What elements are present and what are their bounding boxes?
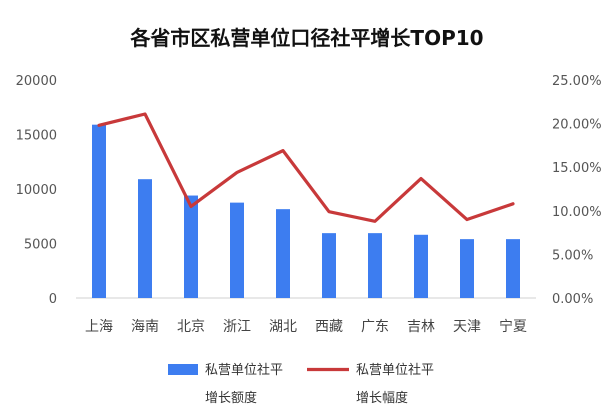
x-axis-tick-label: 吉林 <box>407 319 435 335</box>
left-axis-tick-label: 10000 <box>16 183 57 198</box>
x-axis-tick-label: 上海 <box>85 319 113 335</box>
right-axis-tick-label: 10.00% <box>552 205 602 220</box>
right-axis-tick-label: 25.00% <box>552 74 602 89</box>
bar-吉林 <box>414 234 428 298</box>
right-axis-ticks: 0.00% 5.00% 10.00% 15.00% 20.00% 25.00% <box>552 74 602 307</box>
bar-广东 <box>368 233 382 298</box>
bar-浙江 <box>230 202 244 298</box>
bar-西藏 <box>322 233 336 298</box>
bar-北京 <box>184 195 198 298</box>
bar-series <box>92 124 520 298</box>
right-axis-tick-label: 5.00% <box>552 248 593 263</box>
growth-rate-line <box>97 112 515 223</box>
left-axis-tick-label: 20000 <box>16 74 57 89</box>
x-axis-tick-label: 海南 <box>131 319 159 335</box>
x-axis-tick-label: 湖北 <box>269 319 297 335</box>
right-axis-tick-label: 0.00% <box>552 292 593 307</box>
right-axis-tick-label: 20.00% <box>552 118 602 133</box>
left-axis-ticks: 0 5000 10000 15000 20000 <box>16 74 57 307</box>
x-axis-tick-label: 浙江 <box>223 319 251 335</box>
right-axis-tick-label: 15.00% <box>552 161 602 176</box>
legend-label: 私营单位社平 <box>205 362 283 378</box>
x-axis-tick-label: 天津 <box>453 319 481 335</box>
legend-label: 增长幅度 <box>356 390 408 406</box>
bar-宁夏 <box>506 239 520 298</box>
x-axis-tick-label: 广东 <box>361 319 389 335</box>
legend-label: 私营单位社平 <box>356 362 434 378</box>
bar-湖北 <box>276 209 290 298</box>
x-axis-tick-label: 西藏 <box>315 319 343 335</box>
bar-海南 <box>138 179 152 298</box>
bar-上海 <box>92 124 106 298</box>
left-axis-tick-label: 15000 <box>16 129 57 144</box>
legend-swatch-bar <box>168 364 198 375</box>
left-axis-tick-label: 5000 <box>24 238 57 253</box>
x-axis-ticks: 上海 海南 北京 浙江 湖北 西藏 广东 吉林 天津 宁夏 <box>85 318 527 335</box>
line-series <box>97 112 515 223</box>
x-axis-tick-label: 北京 <box>177 319 205 335</box>
bar-天津 <box>460 239 474 298</box>
legend-label: 增长额度 <box>205 390 257 406</box>
chart-title: 各省市区私营单位口径社平增长TOP10 <box>129 26 483 50</box>
x-axis-tick-label: 宁夏 <box>499 318 527 335</box>
left-axis-tick-label: 0 <box>49 292 57 307</box>
